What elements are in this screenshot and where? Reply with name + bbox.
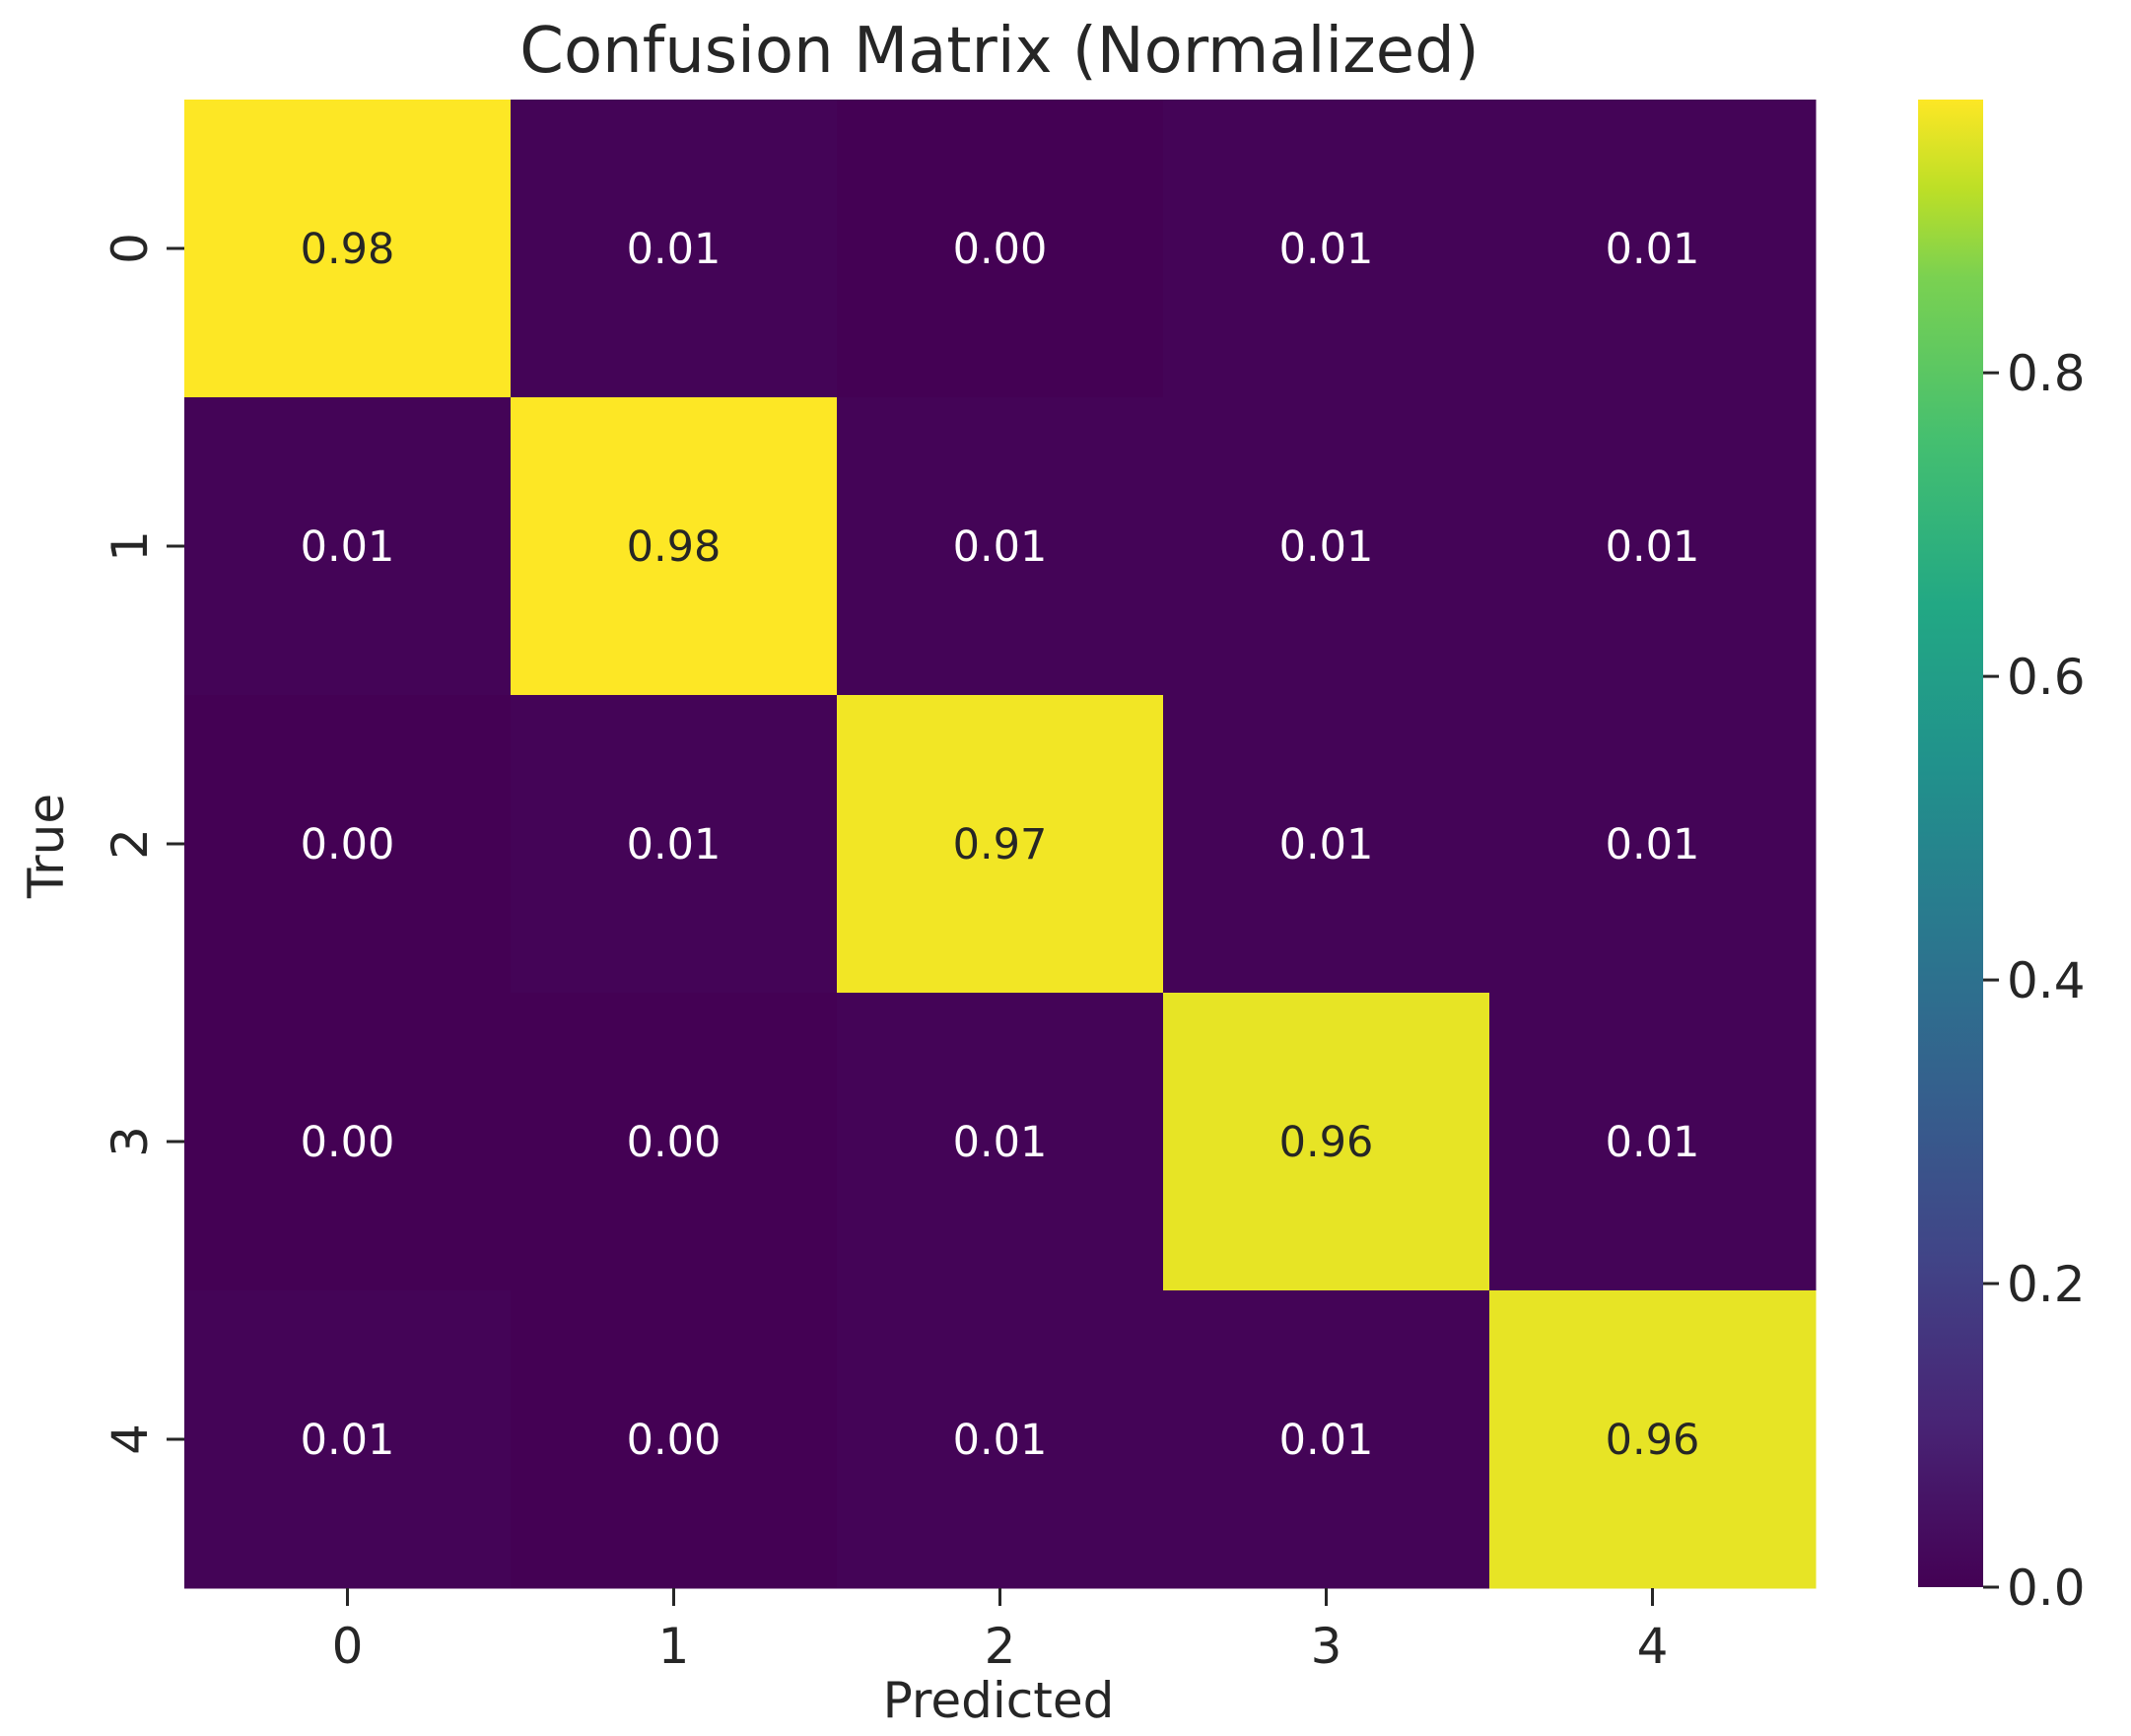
cell-value-label: 0.00 (627, 1416, 722, 1465)
heatmap-cell (837, 397, 1164, 696)
cell-value-label: 0.01 (1606, 522, 1700, 572)
cell-value-label: 0.01 (1279, 225, 1374, 274)
cell-value-label: 0.01 (953, 1118, 1048, 1167)
cell-value-label: 0.01 (627, 225, 722, 274)
cell-value-label: 0.00 (301, 1118, 395, 1167)
cell-value-label: 0.01 (1279, 820, 1374, 869)
x-tick-label: 1 (658, 1618, 690, 1675)
x-tick-label: 2 (985, 1618, 1016, 1675)
heatmap-cell (1489, 1290, 1817, 1589)
y-tick-label: 1 (102, 530, 159, 562)
heatmap-cell (1163, 100, 1490, 398)
heatmap-cell (511, 1290, 838, 1589)
heatmap-cell (184, 397, 512, 696)
cell-value-label: 0.98 (627, 522, 722, 572)
cell-value-label: 0.01 (953, 1416, 1048, 1465)
cell-value-label: 0.00 (301, 820, 395, 869)
x-tick-label: 0 (332, 1618, 364, 1675)
heatmap-cell (1489, 100, 1817, 398)
heatmap-cell (837, 100, 1164, 398)
cell-value-label: 0.98 (301, 225, 395, 274)
y-axis-label: True (18, 794, 75, 899)
colorbar-tick-label: 0.0 (2007, 1560, 2086, 1617)
heatmap-cell (511, 100, 838, 398)
y-tick-label: 2 (102, 828, 159, 860)
heatmap-cell (837, 993, 1164, 1291)
cell-value-label: 0.00 (627, 1118, 722, 1167)
cell-value-label: 0.01 (1606, 1118, 1700, 1167)
y-tick-label: 0 (102, 233, 159, 264)
heatmap-cell (511, 695, 838, 994)
heatmap-cell (1163, 993, 1490, 1291)
cell-value-label: 0.01 (1606, 225, 1700, 274)
colorbar-ticks: 0.0 0.2 0.4 0.6 0.8 (1983, 345, 2086, 1617)
heatmap-cell (1163, 1290, 1490, 1589)
heatmap-cell (511, 397, 838, 696)
cell-value-label: 0.96 (1606, 1416, 1700, 1465)
heatmap-cell (511, 993, 838, 1291)
heatmap-cell (1489, 695, 1817, 994)
heatmap-cell (184, 993, 512, 1291)
cell-value-label: 0.01 (301, 522, 395, 572)
colorbar-tick-label: 0.6 (2007, 649, 2086, 706)
y-tick-label: 4 (102, 1424, 159, 1455)
x-axis-label: Predicted (883, 1672, 1115, 1729)
heatmap-cell-labels: 0.98 0.01 0.00 0.01 0.01 0.01 0.98 0.01 0.01 0.01… (301, 225, 1700, 1465)
x-tick-label: 4 (1637, 1618, 1669, 1675)
colorbar-tick-label: 0.4 (2007, 952, 2086, 1009)
cell-value-label: 0.97 (953, 820, 1048, 869)
heatmap-cells (184, 100, 1817, 1589)
heatmap-cell (1163, 695, 1490, 994)
x-axis-ticks: 0 1 2 3 4 (332, 1588, 1669, 1675)
heatmap-cell (184, 1290, 512, 1589)
cell-value-label: 0.01 (627, 820, 722, 869)
cell-value-label: 0.00 (953, 225, 1048, 274)
x-tick-label: 3 (1311, 1618, 1342, 1675)
heatmap-cell (837, 1290, 1164, 1589)
cell-value-label: 0.01 (1279, 522, 1374, 572)
heatmap-cell (184, 100, 512, 398)
cell-value-label: 0.96 (1279, 1118, 1374, 1167)
heatmap-cell (837, 695, 1164, 994)
colorbar-tick-label: 0.8 (2007, 345, 2086, 402)
y-axis-ticks: 0 1 2 3 4 (102, 233, 184, 1455)
heatmap-cell (1489, 397, 1817, 696)
colorbar (1918, 100, 1983, 1587)
cell-value-label: 0.01 (301, 1416, 395, 1465)
y-tick-label: 3 (102, 1126, 159, 1157)
heatmap-cell (184, 695, 512, 994)
heatmap-cell (1489, 993, 1817, 1291)
colorbar-tick-label: 0.2 (2007, 1256, 2086, 1313)
chart-title: Confusion Matrix (Normalized) (519, 15, 1478, 88)
cell-value-label: 0.01 (953, 522, 1048, 572)
cell-value-label: 0.01 (1279, 1416, 1374, 1465)
heatmap-cell (1163, 397, 1490, 696)
cell-value-label: 0.01 (1606, 820, 1700, 869)
